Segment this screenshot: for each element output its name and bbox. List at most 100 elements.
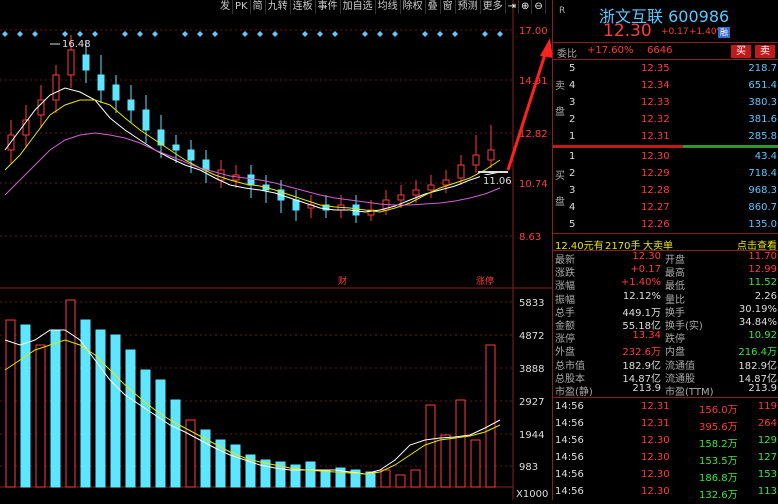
event-diamond[interactable] (137, 31, 143, 37)
event-diamond[interactable] (152, 31, 158, 37)
volume-bar (245, 454, 256, 488)
stat-label-2: 最低 (665, 281, 685, 293)
tick-row: 14:56 12.30 153.5万 127 (553, 449, 778, 467)
buy-button[interactable]: 买 (731, 45, 751, 58)
event-diamond[interactable] (482, 31, 488, 37)
stat-value: +1.40% (620, 277, 661, 289)
toolbar-lianban[interactable]: 连板 (291, 0, 316, 14)
event-diamond[interactable] (182, 31, 188, 37)
toolbar-more[interactable]: 更多 (481, 0, 506, 14)
stat-label-2: 开盘 (665, 255, 685, 266)
candle-body (142, 109, 150, 131)
candle-body (52, 74, 60, 101)
stat-label: 市盈(静) (555, 387, 593, 398)
stat-label: 振幅 (555, 294, 575, 306)
stat-value: 14.87亿 (622, 373, 661, 385)
big-order-row[interactable]: 12.40元有 2170手 大卖单 点击查看 (553, 234, 778, 252)
sell-row[interactable]: 3 12.33 380.3 (553, 94, 778, 111)
stat-value: 213.9 (632, 383, 661, 394)
event-diamond[interactable] (422, 31, 428, 37)
stat-value-2: 34.84% (738, 317, 777, 328)
event-diamond[interactable] (212, 31, 218, 37)
event-diamond[interactable] (332, 31, 338, 37)
event-diamond[interactable] (392, 31, 398, 37)
weibi-num: 6646 (647, 45, 673, 56)
stat-label-2: 换手 (665, 307, 685, 319)
event-diamond[interactable] (77, 31, 83, 37)
vol-axis-1: 5833 (519, 298, 544, 309)
toolbar-fa[interactable]: 发 (218, 0, 233, 14)
volume-bar (230, 444, 241, 488)
sell-row[interactable]: 1 12.31 285.8 (553, 128, 778, 145)
event-diamond[interactable] (272, 31, 278, 37)
toolbar-window[interactable]: 窗 (441, 0, 456, 14)
sell-row[interactable]: 4 12.34 651.4 (553, 77, 778, 94)
stat-label: 金额 (555, 321, 575, 332)
event-diamond[interactable] (362, 31, 368, 37)
event-diamond[interactable] (452, 31, 458, 37)
event-diamond[interactable] (317, 31, 323, 37)
big-order-view[interactable]: 点击查看 (737, 241, 777, 252)
sell-button[interactable]: 卖 (755, 45, 775, 58)
stat-row: 涨跌 +0.17 最高 12.99 (553, 264, 778, 280)
buy-row[interactable]: 2 12.29 718.4 (553, 165, 778, 182)
event-diamond[interactable] (497, 31, 503, 37)
event-diamond[interactable] (377, 31, 383, 37)
ma-magenta (4, 132, 501, 206)
toolbar-forecast[interactable]: 预测 (456, 0, 481, 14)
buy-row[interactable]: 5 12.26 135.0 (553, 216, 778, 233)
buy-row[interactable]: 4 12.27 860.7 (553, 199, 778, 216)
candle-body (67, 49, 75, 76)
toolbar-exright[interactable]: 除权 (401, 0, 426, 14)
event-diamond[interactable] (92, 31, 98, 37)
zoom-out-icon[interactable]: ⊖ (532, 0, 546, 14)
r-flag: R (559, 6, 566, 16)
stat-label: 涨停 (555, 334, 575, 346)
event-diamond[interactable] (302, 31, 308, 37)
event-diamond[interactable] (257, 31, 263, 37)
candle-body (22, 119, 30, 136)
stat-label-2: 最高 (665, 268, 685, 280)
toolbar-add-watchlist[interactable]: 加自选 (341, 0, 376, 14)
event-diamond[interactable] (437, 31, 443, 37)
event-diamond[interactable] (17, 31, 23, 37)
event-diamond[interactable] (122, 31, 128, 37)
vol-axis-6: 983 (519, 462, 538, 473)
zoom-in-icon[interactable]: ⊕ (519, 0, 533, 14)
event-markers[interactable] (2, 31, 503, 37)
buy-level: 1 (569, 151, 576, 162)
sell-row[interactable]: 2 12.32 381.6 (553, 111, 778, 128)
event-diamond[interactable] (242, 31, 248, 37)
tick-row: 14:56 12.30 132.6万 113 (553, 483, 778, 501)
sell-price: 12.33 (641, 97, 670, 108)
event-diamond[interactable] (62, 31, 68, 37)
toolbar-jiuzhuan[interactable]: 九转 (266, 0, 291, 14)
buy-row[interactable]: 3 12.28 968.3 (553, 182, 778, 199)
toolbar-shijian[interactable]: 事件 (316, 0, 341, 14)
buy-side-2: 盘 (555, 197, 565, 208)
stat-row: 总股本 14.87亿 流通股 14.87亿 (553, 370, 778, 385)
toolbar-pk[interactable]: PK (233, 0, 251, 14)
candle-body (442, 179, 450, 186)
toolbar-ma[interactable]: 均线 (376, 0, 401, 14)
toolbar-jian[interactable]: 简 (251, 0, 266, 14)
sell-row[interactable]: 5 12.35 218.7 (553, 60, 778, 77)
event-diamond[interactable] (32, 31, 38, 37)
volume-bar (350, 469, 361, 488)
buy-row[interactable]: 1 12.30 43.4 (553, 148, 778, 165)
candle-body (472, 154, 480, 166)
buy-side-label: 买盘 (555, 170, 565, 209)
tick-vol: 158.2万 (699, 439, 738, 450)
sell-side-2: 盘 (555, 107, 565, 118)
toolbar-overlay[interactable]: 叠 (426, 0, 441, 14)
stock-name: 浙文互联 600986 (599, 3, 729, 27)
tick-row: 14:56 12.31 156.0万 119 (553, 398, 778, 416)
stat-label: 总股本 (555, 373, 585, 385)
buy-price: 12.29 (641, 168, 670, 179)
stat-value: 182.9亿 (622, 360, 661, 372)
candle-body (127, 99, 135, 111)
goto-end-icon[interactable]: ⇥ (506, 0, 519, 14)
kline-chart[interactable]: 17.00 14.91 12.82 10.74 8.63 5833 4872 3… (0, 0, 553, 500)
event-diamond[interactable] (2, 31, 8, 37)
event-diamond[interactable] (197, 31, 203, 37)
